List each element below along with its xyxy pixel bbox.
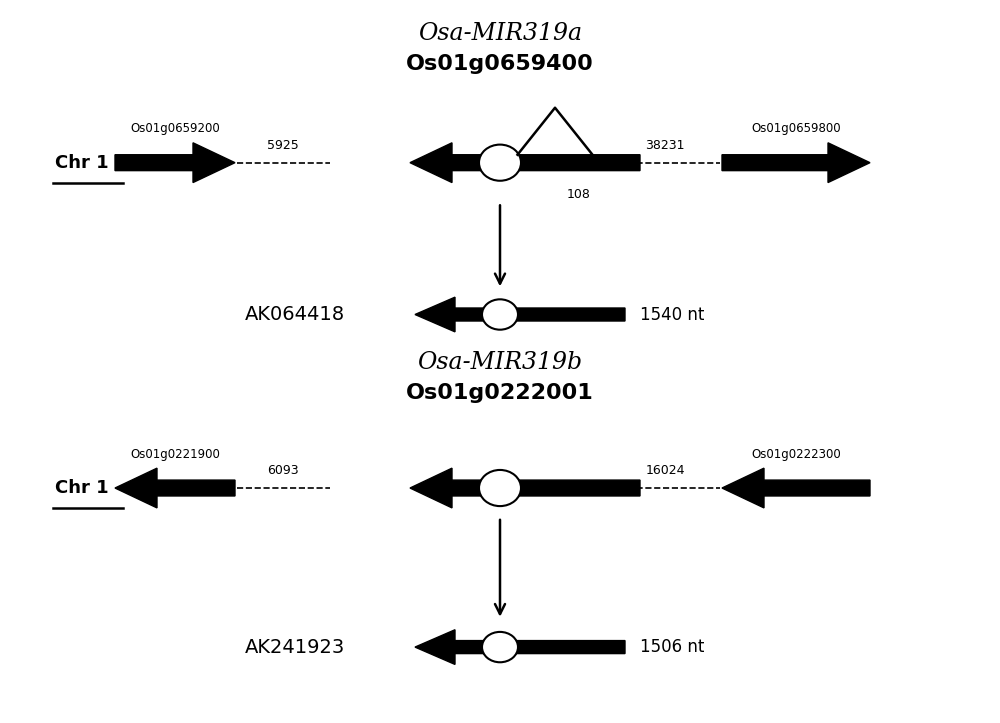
- Text: Osa-MIR319a: Osa-MIR319a: [418, 22, 582, 45]
- FancyArrow shape: [410, 469, 640, 508]
- Text: 5925: 5925: [267, 139, 299, 152]
- Text: 6093: 6093: [267, 464, 299, 477]
- FancyArrow shape: [722, 469, 870, 508]
- Text: AK241923: AK241923: [245, 638, 345, 656]
- Text: Os01g0221900: Os01g0221900: [130, 448, 220, 461]
- Text: 1506 nt: 1506 nt: [640, 638, 704, 656]
- Text: Os01g0659400: Os01g0659400: [406, 54, 594, 74]
- Text: Osa-MIR319b: Osa-MIR319b: [417, 351, 583, 374]
- Ellipse shape: [479, 470, 521, 506]
- Text: 108: 108: [567, 188, 591, 201]
- Ellipse shape: [482, 632, 518, 662]
- Text: Os01g0659800: Os01g0659800: [751, 122, 841, 135]
- Text: 38231: 38231: [645, 139, 685, 152]
- Text: Chr 1: Chr 1: [55, 479, 109, 497]
- FancyArrow shape: [415, 630, 625, 664]
- Ellipse shape: [482, 299, 518, 330]
- FancyArrow shape: [415, 297, 625, 332]
- Text: Chr 1: Chr 1: [55, 154, 109, 171]
- Text: Os01g0222300: Os01g0222300: [751, 448, 841, 461]
- FancyArrow shape: [722, 143, 870, 182]
- Text: 16024: 16024: [645, 464, 685, 477]
- Text: Os01g0659200: Os01g0659200: [130, 122, 220, 135]
- Text: AK064418: AK064418: [245, 305, 345, 324]
- FancyArrow shape: [115, 469, 235, 508]
- FancyArrow shape: [115, 143, 235, 182]
- Text: Os01g0222001: Os01g0222001: [406, 383, 594, 403]
- Ellipse shape: [479, 145, 521, 181]
- FancyArrow shape: [410, 143, 640, 182]
- Text: 1540 nt: 1540 nt: [640, 306, 704, 323]
